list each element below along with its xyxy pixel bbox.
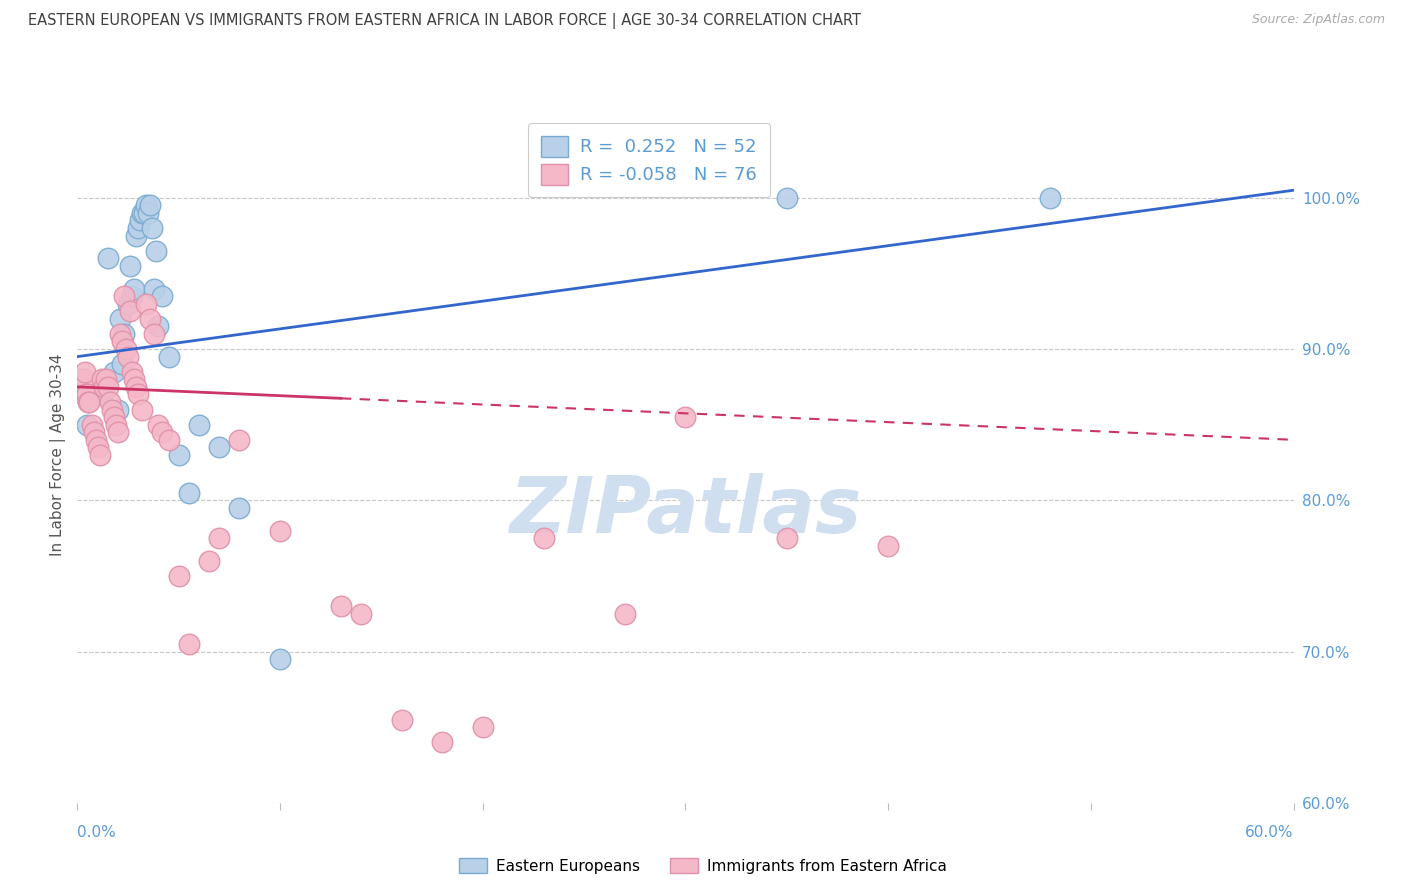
- Point: [198, 554, 221, 568]
- Point: [432, 735, 454, 749]
- Point: [75, 365, 97, 379]
- Point: [118, 259, 141, 273]
- Point: [148, 417, 170, 432]
- Point: [208, 441, 231, 455]
- Point: [73, 372, 96, 386]
- Point: [104, 417, 127, 432]
- Point: [122, 281, 145, 295]
- Point: [143, 281, 166, 295]
- Point: [108, 326, 131, 341]
- Point: [107, 402, 129, 417]
- Text: 60.0%: 60.0%: [1246, 825, 1294, 840]
- Point: [121, 365, 143, 379]
- Text: 0.0%: 0.0%: [77, 825, 117, 840]
- Point: [167, 448, 190, 462]
- Point: [72, 387, 94, 401]
- Point: [76, 387, 98, 401]
- Point: [228, 433, 250, 447]
- Point: [103, 365, 125, 379]
- Point: [141, 221, 163, 235]
- Point: [80, 417, 103, 432]
- Point: [177, 637, 200, 651]
- Legend: Eastern Europeans, Immigrants from Eastern Africa: Eastern Europeans, Immigrants from Easte…: [453, 852, 953, 880]
- Point: [152, 425, 174, 440]
- Point: [776, 191, 799, 205]
- Point: [107, 425, 129, 440]
- Point: [125, 228, 148, 243]
- Point: [84, 433, 107, 447]
- Point: [329, 599, 352, 614]
- Point: [76, 417, 98, 432]
- Point: [97, 252, 120, 266]
- Point: [533, 531, 555, 545]
- Point: [613, 607, 636, 621]
- Point: [90, 372, 112, 386]
- Point: [208, 531, 231, 545]
- Legend: R =  0.252   N = 52, R = -0.058   N = 76: R = 0.252 N = 52, R = -0.058 N = 76: [529, 123, 770, 197]
- Point: [122, 372, 145, 386]
- Point: [89, 448, 111, 462]
- Point: [136, 206, 159, 220]
- Text: ZIPatlas: ZIPatlas: [509, 473, 862, 549]
- Point: [139, 311, 162, 326]
- Point: [139, 198, 162, 212]
- Point: [877, 539, 900, 553]
- Point: [157, 433, 180, 447]
- Point: [143, 326, 166, 341]
- Point: [471, 720, 494, 734]
- Point: [117, 296, 139, 310]
- Point: [167, 569, 190, 583]
- Point: [129, 213, 152, 227]
- Point: [127, 221, 149, 235]
- Point: [118, 304, 141, 318]
- Point: [228, 500, 250, 515]
- Point: [269, 652, 291, 666]
- Point: [115, 342, 138, 356]
- Point: [134, 206, 156, 220]
- Point: [94, 372, 117, 386]
- Point: [112, 326, 135, 341]
- Point: [131, 206, 153, 220]
- Text: Source: ZipAtlas.com: Source: ZipAtlas.com: [1251, 13, 1385, 27]
- Point: [97, 380, 120, 394]
- Point: [70, 380, 93, 394]
- Point: [101, 402, 124, 417]
- Point: [75, 387, 97, 401]
- Point: [117, 350, 139, 364]
- Text: EASTERN EUROPEAN VS IMMIGRANTS FROM EASTERN AFRICA IN LABOR FORCE | AGE 30-34 CO: EASTERN EUROPEAN VS IMMIGRANTS FROM EAST…: [28, 13, 860, 29]
- Point: [145, 244, 167, 258]
- Point: [152, 289, 174, 303]
- Point: [127, 387, 149, 401]
- Point: [111, 357, 134, 371]
- Point: [269, 524, 291, 538]
- Point: [1039, 191, 1062, 205]
- Point: [131, 402, 153, 417]
- Point: [108, 311, 131, 326]
- Point: [83, 425, 105, 440]
- Point: [135, 198, 157, 212]
- Point: [350, 607, 373, 621]
- Point: [98, 395, 121, 409]
- Point: [188, 417, 211, 432]
- Point: [135, 296, 157, 310]
- Point: [776, 531, 799, 545]
- Point: [391, 713, 413, 727]
- Point: [111, 334, 134, 349]
- Point: [148, 319, 170, 334]
- Point: [79, 395, 101, 409]
- Y-axis label: In Labor Force | Age 30-34: In Labor Force | Age 30-34: [51, 353, 66, 557]
- Point: [77, 395, 100, 409]
- Point: [157, 350, 180, 364]
- Point: [90, 387, 112, 401]
- Point: [177, 485, 200, 500]
- Point: [67, 372, 90, 386]
- Point: [93, 380, 115, 394]
- Point: [125, 380, 148, 394]
- Point: [112, 289, 135, 303]
- Point: [86, 441, 108, 455]
- Point: [103, 410, 125, 425]
- Point: [675, 410, 697, 425]
- Point: [121, 289, 143, 303]
